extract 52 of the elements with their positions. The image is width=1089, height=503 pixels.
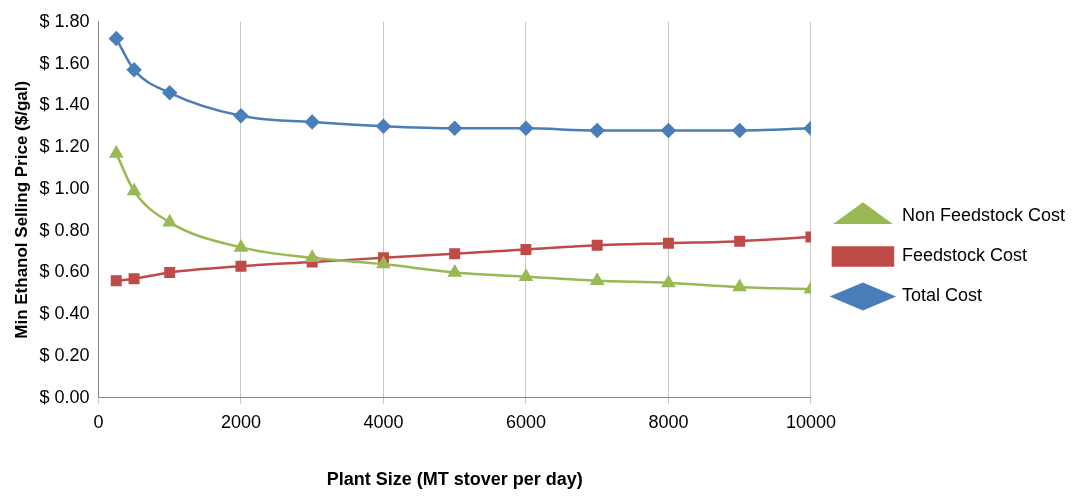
y-tick-label: $ 0.60 [39, 261, 90, 282]
point [520, 244, 532, 255]
y-tick-label: $ 1.60 [39, 52, 90, 73]
point [449, 248, 461, 260]
y-tick-label: $ 1.80 [39, 10, 90, 31]
point [109, 31, 124, 46]
point [128, 273, 140, 285]
point [305, 250, 319, 263]
x-tick-label: 8000 [648, 411, 689, 432]
y-tick-label: $ 1.40 [39, 94, 90, 115]
point [518, 121, 534, 136]
point [661, 275, 675, 288]
point [376, 256, 390, 269]
point [519, 269, 533, 281]
point [109, 146, 123, 158]
point [163, 215, 177, 227]
y-tick-label: $ 0.40 [39, 303, 90, 324]
point [589, 123, 605, 138]
x-axis-title: Plant Size (MT stover per day) [326, 469, 583, 490]
x-tick-label: 0 [93, 411, 104, 432]
point [591, 239, 603, 251]
point [234, 240, 248, 252]
point [661, 123, 676, 138]
point [733, 279, 747, 292]
legend-label: Feedstock Cost [901, 245, 1027, 266]
point [734, 235, 746, 247]
y-tick-label: $ 0.20 [39, 344, 90, 365]
point [126, 62, 142, 78]
y-tick-label: $ 1.00 [39, 177, 90, 198]
point [233, 108, 249, 124]
point [235, 260, 247, 272]
x-tick-label: 2000 [220, 411, 261, 432]
point [448, 265, 462, 277]
point [732, 123, 747, 138]
y-axis-title: Min Ethanol Selling Price ($/gal) [11, 80, 31, 339]
point [304, 114, 320, 130]
point [662, 237, 674, 249]
point [447, 121, 462, 136]
point [162, 85, 177, 101]
point [127, 183, 141, 196]
point [376, 118, 391, 134]
y-tick-label: $ 0.00 [39, 386, 90, 407]
y-tick-label: $ 1.20 [39, 136, 90, 157]
y-tick-label: $ 0.80 [39, 219, 90, 240]
x-tick-label: 10000 [785, 411, 836, 432]
legend-label: Total Cost [901, 285, 982, 306]
legend-label: Non Feedstock Cost [901, 205, 1066, 226]
point [590, 273, 604, 286]
x-tick-label: 4000 [363, 411, 404, 432]
point [110, 275, 122, 287]
point [164, 266, 176, 278]
x-tick-label: 6000 [505, 411, 546, 432]
